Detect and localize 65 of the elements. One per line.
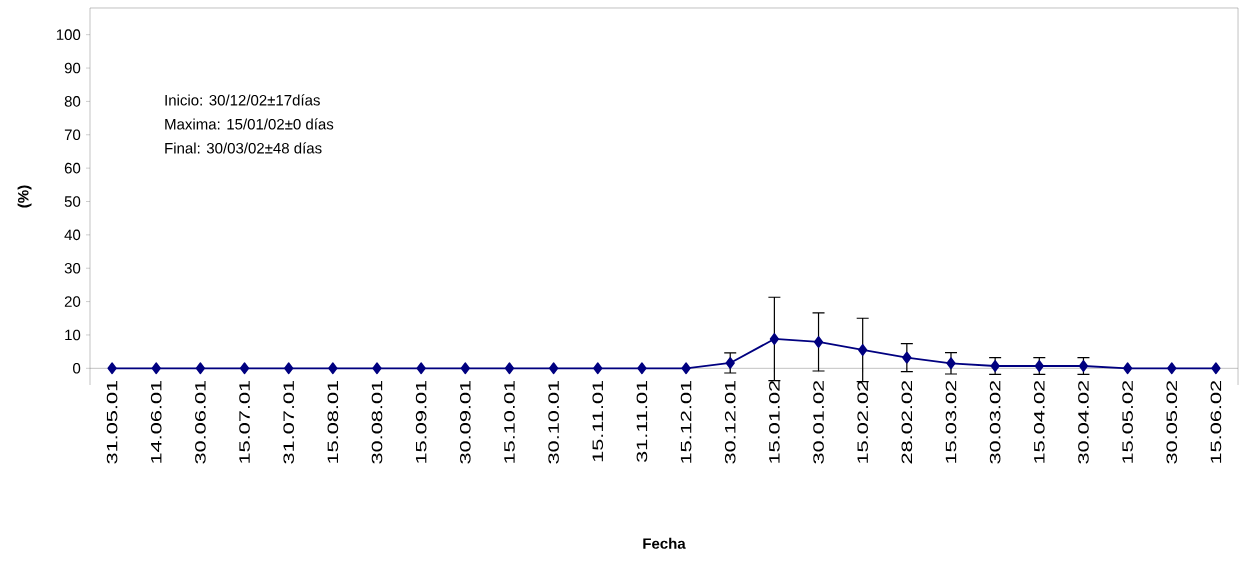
x-tick-label: 15.02.02 bbox=[857, 380, 868, 463]
x-axis-title: Fecha bbox=[643, 537, 686, 549]
annotation: Maxima: 15/01/02±0 días bbox=[165, 118, 334, 130]
x-tick-label: 15.11.01 bbox=[592, 380, 604, 462]
x-tick-label: 15.08.01 bbox=[327, 380, 339, 463]
y-tick-label: 40 bbox=[64, 229, 81, 241]
y-tick-label: 80 bbox=[64, 96, 81, 107]
x-tick-label: 30.10.01 bbox=[548, 380, 559, 464]
x-tick-label: 31.05.01 bbox=[106, 380, 118, 464]
x-tick-label: 30.09.01 bbox=[459, 380, 471, 464]
x-tick-label: 15.09.01 bbox=[415, 380, 427, 463]
point bbox=[548, 362, 559, 375]
point bbox=[593, 362, 603, 375]
x-tick-label: 15.06.02 bbox=[1210, 380, 1222, 463]
y-tick-label: 10 bbox=[65, 329, 81, 341]
y-axis-title: (%) bbox=[17, 185, 32, 208]
point bbox=[372, 362, 382, 375]
point bbox=[195, 362, 206, 375]
point bbox=[416, 362, 426, 375]
x-tick-label: 15.12.01 bbox=[680, 380, 692, 463]
x-tick-label: 15.04.02 bbox=[1033, 380, 1045, 463]
annotation: Final: 30/03/02±48 días bbox=[165, 142, 322, 154]
point bbox=[504, 362, 515, 375]
x-tick-label: 15.07.01 bbox=[239, 380, 250, 463]
x-tick-label: 15.03.02 bbox=[945, 380, 957, 463]
point bbox=[637, 362, 647, 375]
x-tick-label: 31.07.01 bbox=[283, 380, 294, 464]
x-tick-label: 30.06.01 bbox=[195, 380, 206, 464]
point bbox=[681, 362, 691, 375]
point bbox=[725, 357, 735, 369]
point bbox=[902, 351, 912, 364]
y-tick-label: 60 bbox=[64, 162, 81, 174]
point bbox=[284, 362, 294, 375]
point bbox=[328, 362, 338, 375]
point bbox=[1167, 362, 1177, 375]
y-tick-label: 70 bbox=[64, 129, 81, 141]
point bbox=[858, 344, 868, 356]
point bbox=[946, 357, 956, 370]
x-tick-label: 30.05.02 bbox=[1166, 380, 1178, 464]
point bbox=[769, 333, 780, 345]
y-tick-label: 20 bbox=[64, 296, 81, 307]
point bbox=[1211, 362, 1221, 375]
point bbox=[107, 362, 117, 375]
x-tick-label: 30.01.02 bbox=[813, 380, 824, 464]
x-tick-label: 31.11.01 bbox=[636, 380, 648, 463]
x-tick-label: 30.08.01 bbox=[371, 380, 383, 464]
x-tick-label: 15.05.02 bbox=[1122, 380, 1133, 463]
point bbox=[813, 336, 824, 348]
x-tick-label: 14.06.01 bbox=[150, 380, 162, 463]
y-tick-label: 30 bbox=[64, 262, 81, 274]
point bbox=[239, 362, 250, 375]
x-tick-label: 15.01.02 bbox=[769, 380, 780, 463]
point bbox=[151, 362, 161, 375]
y-tick-label: 100 bbox=[56, 29, 81, 40]
y-tick-label: 90 bbox=[64, 62, 81, 74]
x-tick-label: 30.04.02 bbox=[1078, 380, 1089, 464]
x-tick-label: 30.03.02 bbox=[989, 380, 1001, 464]
point bbox=[1122, 362, 1133, 375]
y-tick-label: 50 bbox=[64, 196, 81, 207]
annotation: Inicio: 30/12/02±17días bbox=[165, 94, 320, 106]
y-tick-label: 0 bbox=[73, 363, 81, 374]
point bbox=[460, 362, 470, 375]
x-tick-label: 15.10.01 bbox=[504, 380, 515, 463]
x-tick-label: 30.12.01 bbox=[724, 380, 736, 464]
x-tick-label: 28.02.02 bbox=[901, 380, 913, 464]
